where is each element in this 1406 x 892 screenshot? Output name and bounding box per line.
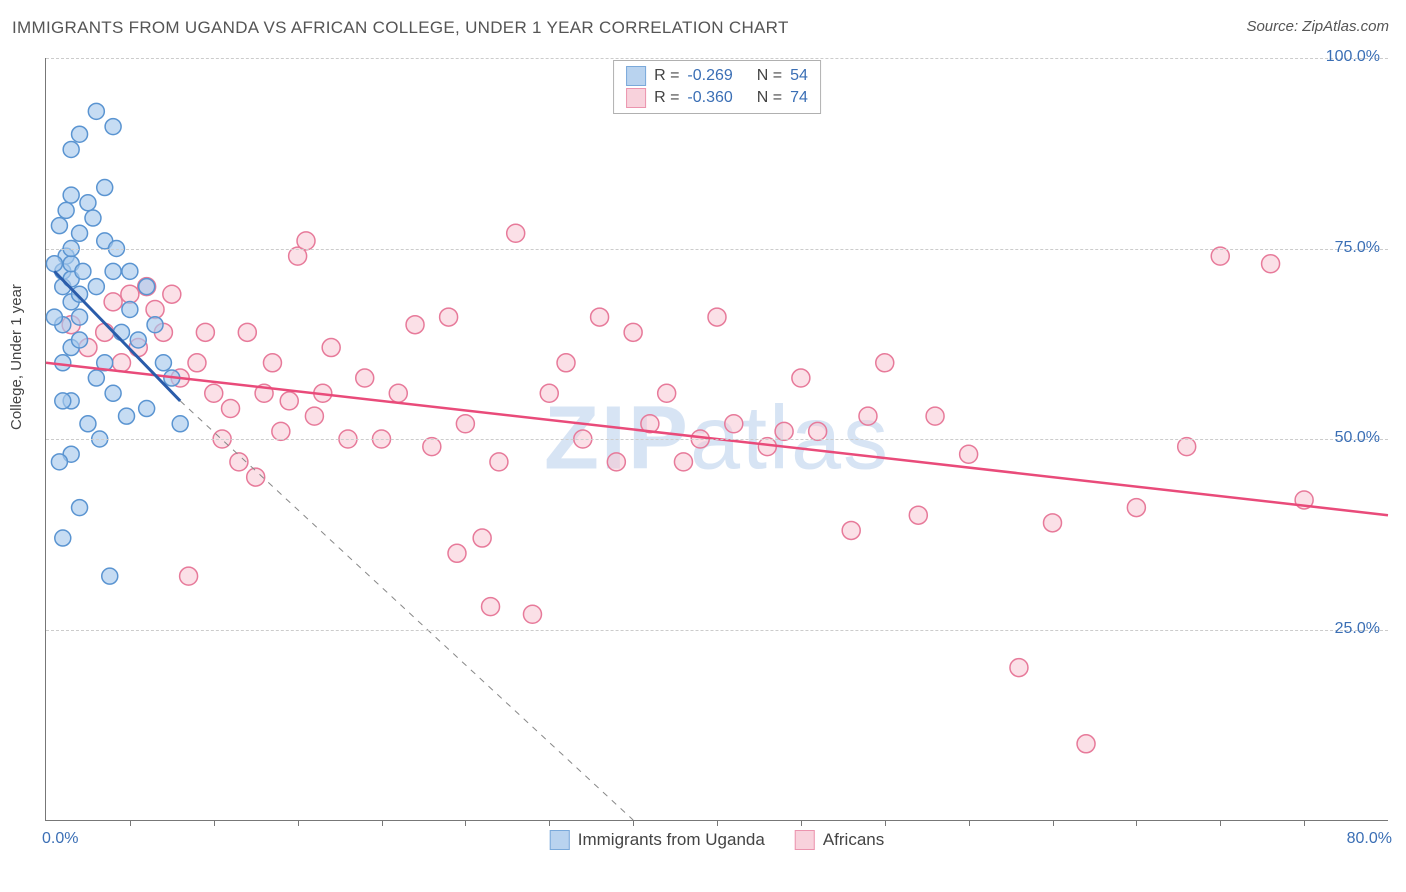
chart-plot-area: ZIPatlas R = -0.269 N = 54 R = -0.360 N … [45,58,1388,821]
y-tick-label: 100.0% [1324,48,1380,66]
source-attribution: Source: ZipAtlas.com [1246,18,1389,35]
legend-item-1: Immigrants from Uganda [550,830,765,850]
y-axis-label: College, Under 1 year [8,284,25,430]
legend-row-1: R = -0.269 N = 54 [626,65,808,87]
swatch-series2-bottom [795,830,815,850]
chart-title: IMMIGRANTS FROM UGANDA VS AFRICAN COLLEG… [12,18,789,37]
swatch-series1-bottom [550,830,570,850]
y-tick-label: 25.0% [1333,620,1380,638]
y-tick-label: 50.0% [1333,429,1380,447]
swatch-series1 [626,66,646,86]
y-tick-label: 75.0% [1333,239,1380,257]
legend-item-2: Africans [795,830,884,850]
series-legend: Immigrants from Uganda Africans [550,830,885,850]
x-tick-label: 0.0% [42,830,78,848]
x-tick-label: 80.0% [1347,830,1392,848]
legend-row-2: R = -0.360 N = 74 [626,87,808,109]
swatch-series2 [626,88,646,108]
correlation-legend: R = -0.269 N = 54 R = -0.360 N = 74 [613,60,821,114]
